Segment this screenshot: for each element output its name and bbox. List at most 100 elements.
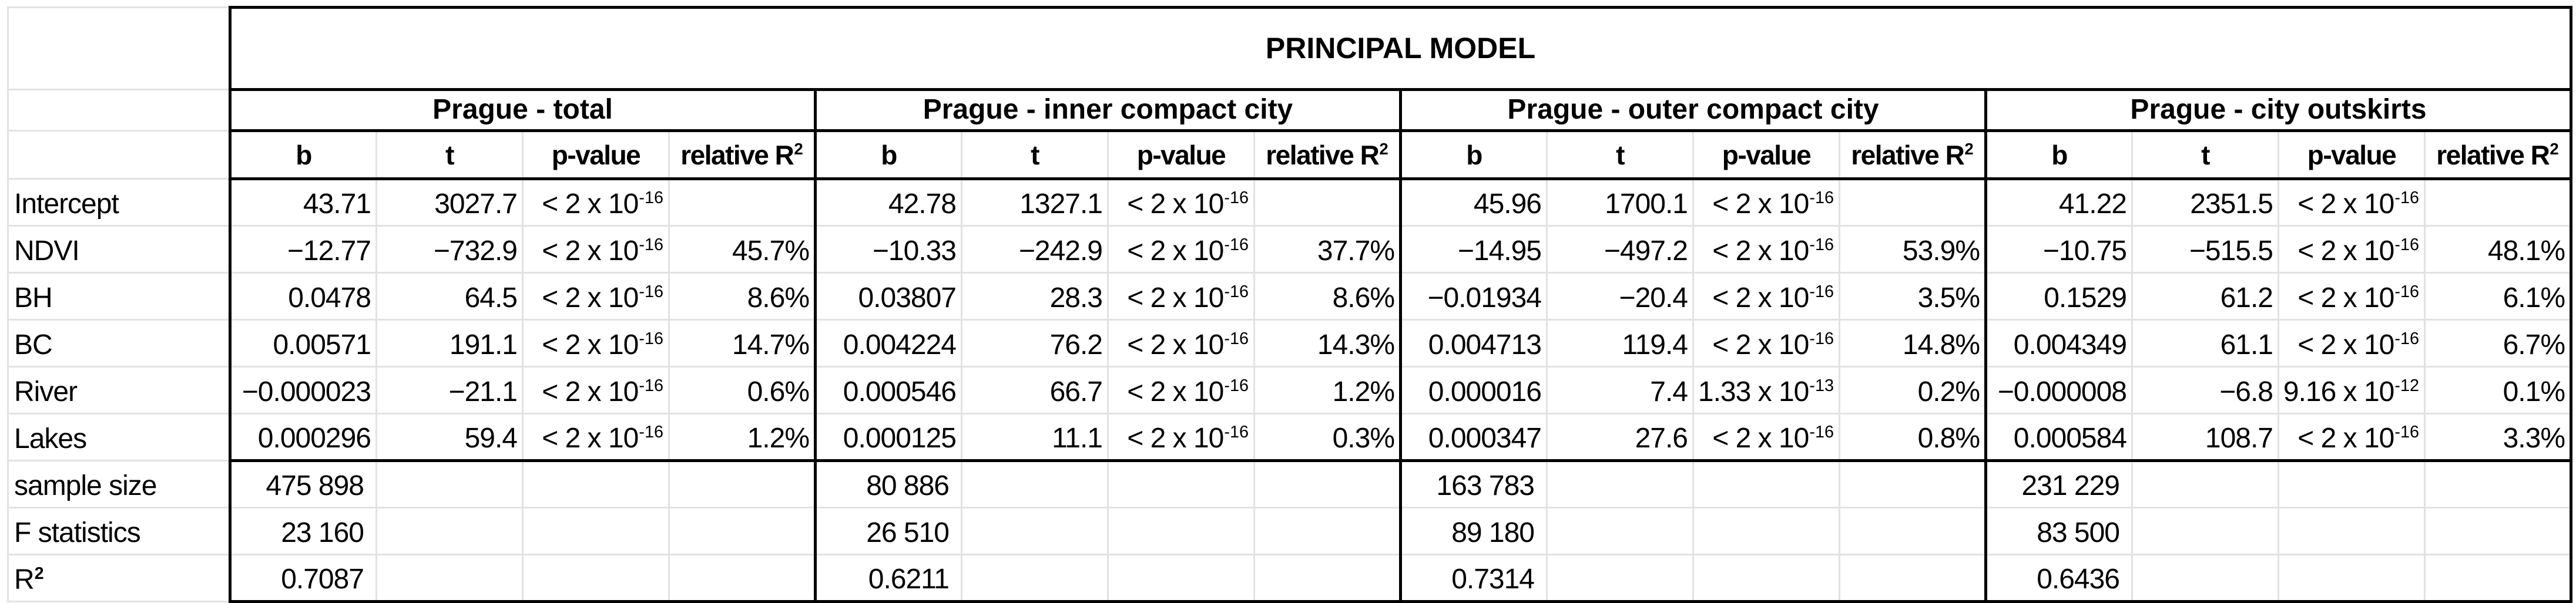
cell-relative-r2: [1839, 178, 1987, 227]
cell-t: 11.1: [961, 413, 1109, 462]
exponent: -13: [1809, 376, 1834, 395]
cell-b: 0.000296: [229, 413, 377, 462]
exponent: -16: [2394, 188, 2419, 207]
column-header-p-value: p-value: [1107, 130, 1255, 180]
cell-p-value: < 2 x 10-16: [2278, 225, 2426, 274]
exponent: -16: [639, 282, 663, 301]
column-header-p-value: p-value: [2278, 130, 2426, 180]
cell-empty: [668, 460, 816, 508]
corner-empty-cell: [7, 130, 231, 180]
table-title: PRINCIPAL MODEL: [229, 6, 2572, 91]
cell-p-value: < 2 x 10-16: [522, 272, 670, 321]
exponent: -16: [639, 329, 663, 348]
group-header-prague-total: Prague - total: [229, 88, 816, 132]
cell-relative-r2: 8.6%: [668, 272, 816, 321]
table-row: NDVI −12.77 −732.9 < 2 x 10-16 45.7% −10.33 −2…: [7, 225, 2572, 274]
summary-row: R2 0.7087 0.6211 0.7314 0.6436: [7, 554, 2572, 603]
cell-b: 0.004713: [1399, 319, 1548, 368]
exponent: -16: [1809, 422, 1834, 442]
cell-relative-r2: 14.3%: [1253, 319, 1401, 368]
cell-empty: [1839, 507, 1987, 555]
column-header-relative-r2: relative R2: [1253, 130, 1401, 180]
column-header-t: t: [2131, 130, 2279, 180]
summary-row: sample size 475 898 80 886 163 783 231 229: [7, 460, 2572, 508]
corner-empty-cell: [7, 89, 231, 132]
cell-empty: [961, 554, 1109, 603]
summary-row: F statistics 23 160 26 510 89 180 83 500: [7, 507, 2572, 555]
cell-value: 0.6211: [814, 554, 962, 603]
row-label: Intercept: [7, 178, 231, 227]
exponent: 2: [1964, 140, 1974, 159]
cell-t: 119.4: [1546, 319, 1694, 368]
exponent: -16: [1224, 422, 1249, 442]
cell-relative-r2: 45.7%: [668, 225, 816, 274]
row-label: BH: [7, 272, 231, 321]
cell-empty: [961, 507, 1109, 555]
cell-t: 7.4: [1546, 366, 1694, 415]
row-label: Lakes: [7, 413, 231, 461]
cell-t: −732.9: [375, 225, 524, 274]
cell-value: 0.7314: [1399, 554, 1548, 603]
cell-p-value: < 2 x 10-16: [2278, 413, 2426, 462]
cell-b: 0.000016: [1399, 366, 1548, 415]
cell-b: −10.33: [814, 225, 962, 274]
cell-empty: [2424, 460, 2572, 508]
exponent: -16: [639, 422, 663, 442]
cell-t: 108.7: [2131, 413, 2279, 462]
cell-t: −242.9: [961, 225, 1109, 274]
cell-t: 2351.5: [2131, 178, 2279, 227]
cell-empty: [2278, 554, 2426, 603]
column-header-b: b: [229, 130, 377, 180]
cell-b: −0.000023: [229, 366, 377, 415]
cell-relative-r2: [2424, 178, 2572, 227]
cell-relative-r2: 3.5%: [1839, 272, 1987, 321]
cell-b: 0.000546: [814, 366, 962, 415]
cell-empty: [2424, 554, 2572, 603]
row-label: BC: [7, 319, 231, 368]
cell-empty: [2131, 460, 2279, 508]
cell-p-value: < 2 x 10-16: [522, 413, 670, 462]
cell-p-value: < 2 x 10-16: [1692, 319, 1840, 368]
cell-t: 27.6: [1546, 413, 1694, 462]
cell-t: 64.5: [375, 272, 524, 321]
cell-value: 26 510: [814, 507, 962, 555]
cell-empty: [1692, 554, 1840, 603]
cell-t: −21.1: [375, 366, 524, 415]
cell-relative-r2: 0.8%: [1839, 413, 1987, 462]
cell-b: 42.78: [814, 178, 962, 227]
column-header-t: t: [961, 130, 1109, 180]
cell-relative-r2: 0.1%: [2424, 366, 2572, 415]
cell-relative-r2: 8.6%: [1253, 272, 1401, 321]
table-row: River −0.000023 −21.1 < 2 x 10-16 0.6% 0.0005…: [7, 366, 2572, 415]
cell-value: 231 229: [1984, 460, 2133, 508]
cell-empty: [522, 507, 670, 555]
cell-value: 163 783: [1399, 460, 1548, 508]
cell-p-value: < 2 x 10-16: [1692, 413, 1840, 462]
column-header-b: b: [814, 130, 962, 180]
cell-empty: [1253, 460, 1401, 508]
exponent: -16: [1224, 235, 1249, 254]
column-header-b: b: [1399, 130, 1548, 180]
exponent: -16: [1224, 376, 1249, 395]
column-header-p-value: p-value: [522, 130, 670, 180]
cell-empty: [1546, 554, 1694, 603]
cell-p-value: < 2 x 10-16: [522, 319, 670, 368]
cell-p-value: < 2 x 10-16: [1692, 225, 1840, 274]
exponent: -16: [2394, 329, 2419, 348]
exponent: -16: [1809, 235, 1834, 254]
exponent: -16: [639, 376, 663, 395]
cell-value: 80 886: [814, 460, 962, 508]
cell-empty: [375, 507, 524, 555]
cell-value: 83 500: [1984, 507, 2133, 555]
cell-t: 191.1: [375, 319, 524, 368]
cell-value: 0.6436: [1984, 554, 2133, 603]
corner-empty-cell: [7, 6, 231, 90]
cell-b: 45.96: [1399, 178, 1548, 227]
row-label: R2: [7, 554, 231, 602]
row-label: F statistics: [7, 507, 231, 555]
cell-b: 0.004349: [1984, 319, 2133, 368]
column-header-t: t: [1546, 130, 1694, 180]
cell-relative-r2: 14.7%: [668, 319, 816, 368]
cell-relative-r2: 1.2%: [668, 413, 816, 462]
cell-p-value: < 2 x 10-16: [522, 225, 670, 274]
